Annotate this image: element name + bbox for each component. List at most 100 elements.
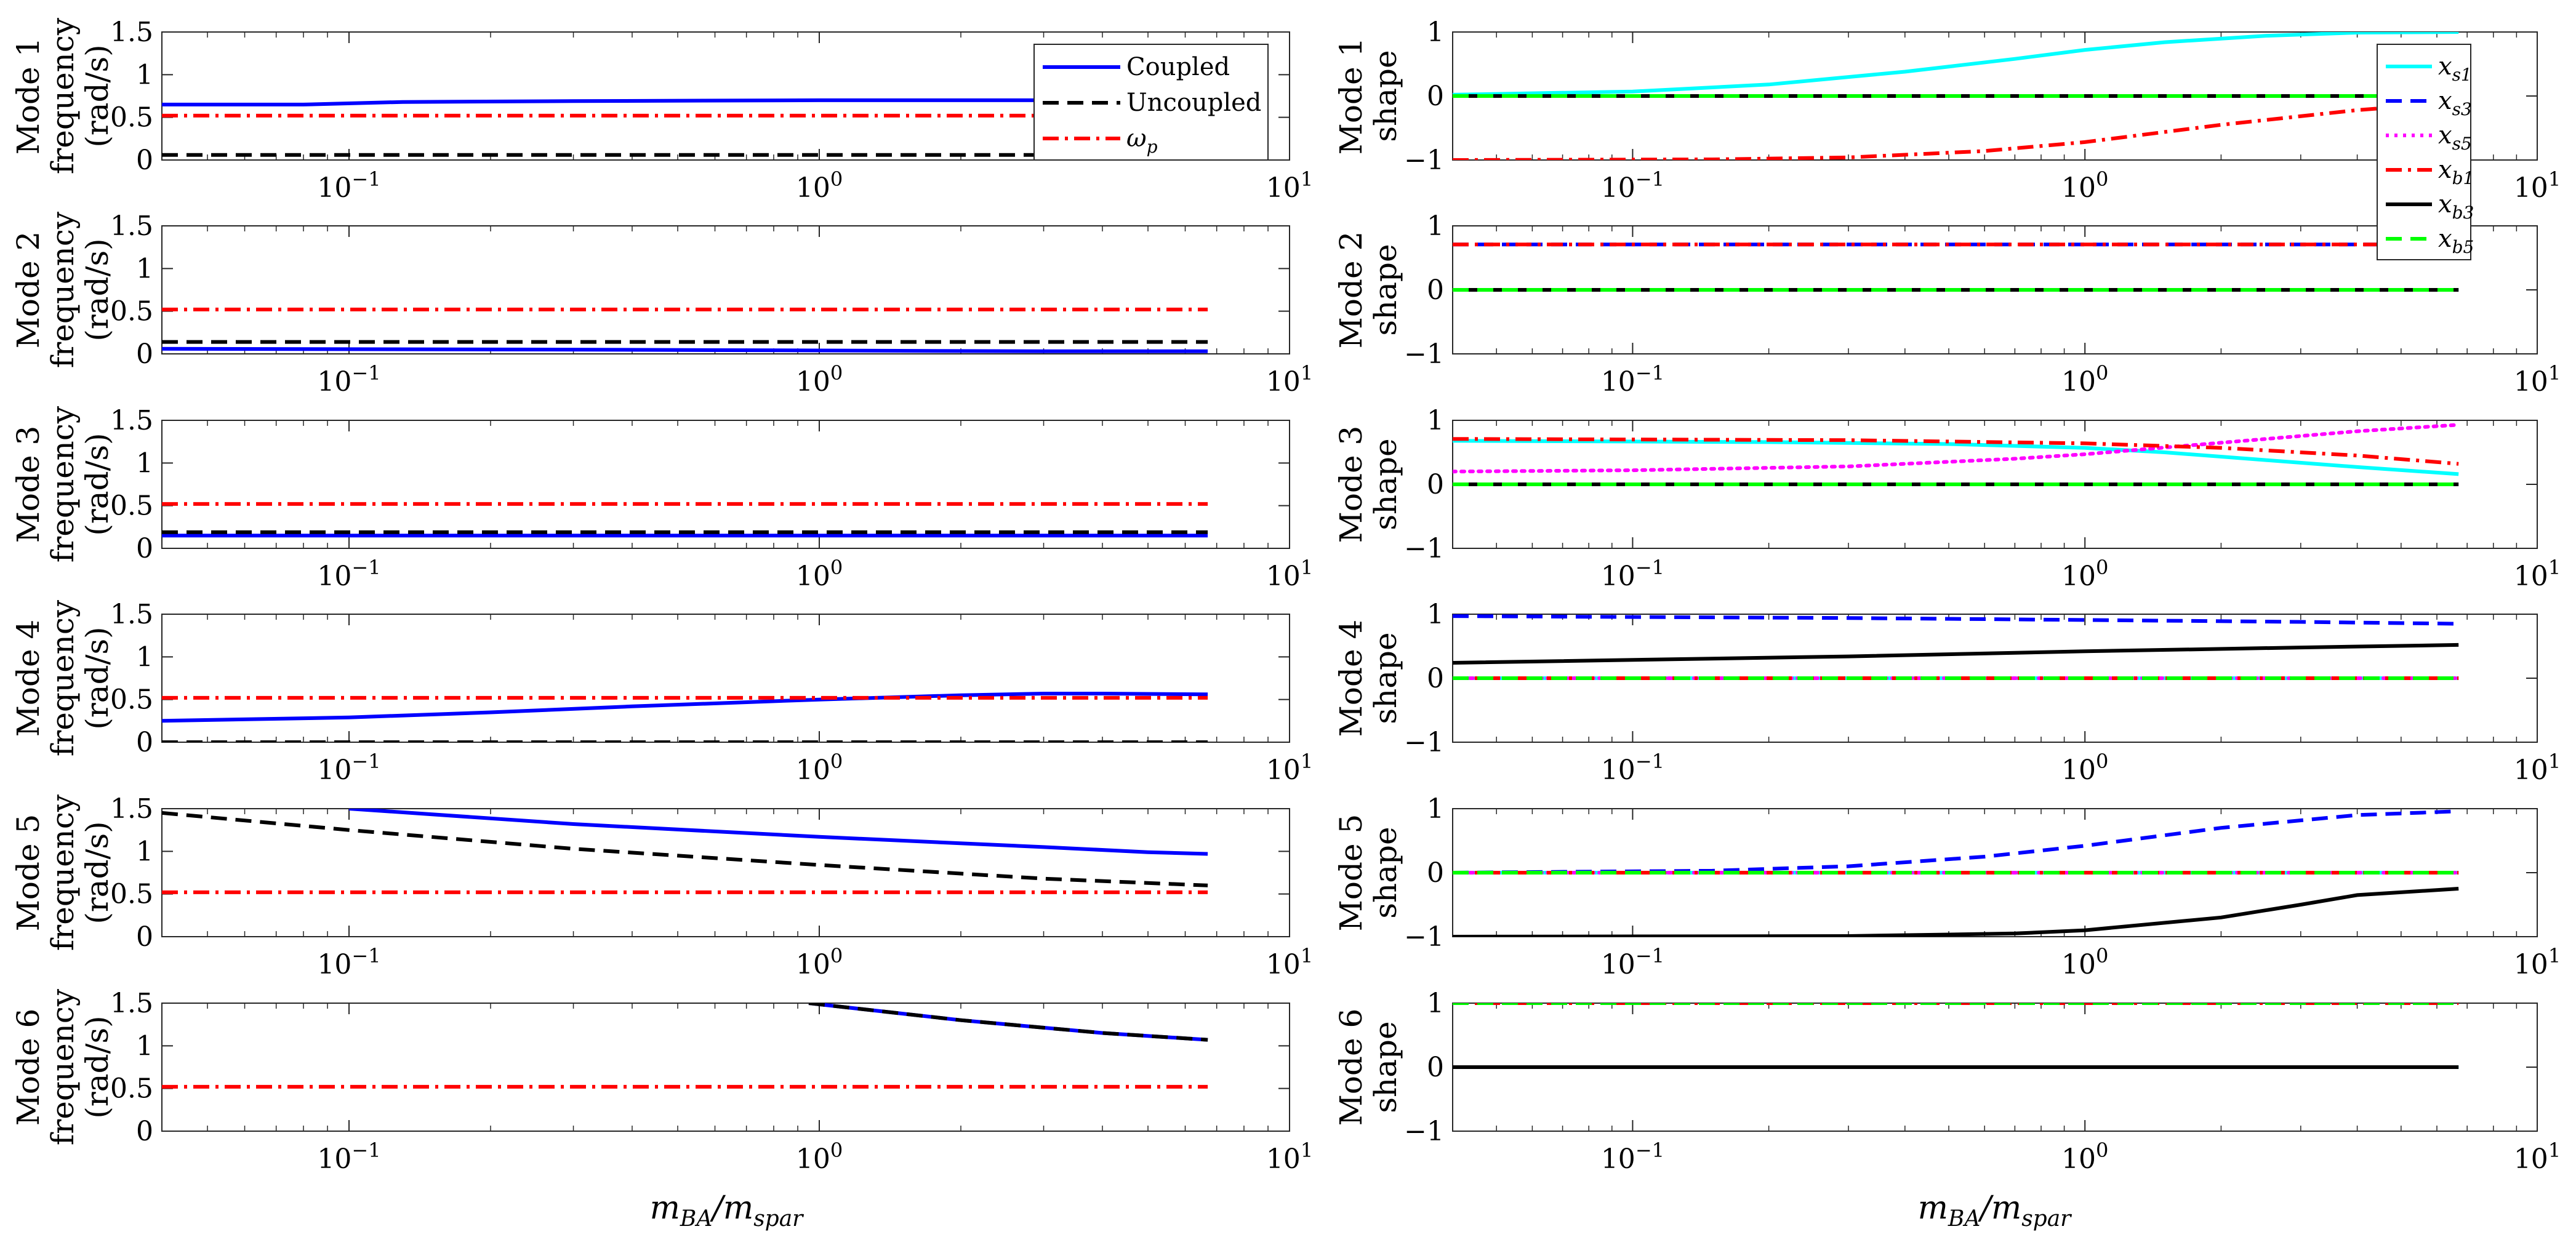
y-axis-label: frequency — [45, 599, 81, 756]
y-axis-label: Mode 5 — [10, 814, 46, 932]
y-tick-label: 0 — [1427, 857, 1444, 889]
y-tick-label: 1.5 — [110, 793, 153, 825]
y-axis-label: (rad/s) — [79, 433, 115, 535]
x-tick-label: 101 — [1266, 1139, 1313, 1175]
x-tick-label: 101 — [2514, 1139, 2561, 1175]
series-line-xb1 — [1453, 437, 2459, 466]
x-tick-label: 10−1 — [1601, 750, 1664, 786]
x-tick-label: 101 — [2514, 750, 2561, 786]
y-axis-label: Mode 4 — [1333, 620, 1369, 737]
x-tick-label: 100 — [796, 556, 843, 592]
legend-label: xs5 — [2438, 121, 2472, 154]
x-tick-label: 101 — [1266, 556, 1313, 592]
y-axis-label: (rad/s) — [79, 238, 115, 341]
x-tick-label: 10−1 — [1601, 556, 1664, 592]
axes-box — [161, 614, 1290, 743]
x-tick-label: 100 — [796, 167, 843, 204]
y-tick-label: −1 — [1404, 727, 1444, 758]
series-line-uncoupled — [162, 811, 1208, 887]
y-tick-label: 1 — [136, 641, 153, 673]
y-axis-label: shape — [1368, 438, 1403, 530]
x-tick-label: 101 — [1266, 944, 1313, 980]
y-tick-label: 1.5 — [110, 210, 153, 242]
y-tick-label: 0 — [136, 921, 153, 953]
y-tick-label: 1.5 — [110, 988, 153, 1019]
x-tick-label: 100 — [2061, 556, 2108, 592]
y-tick-label: 1 — [136, 253, 153, 284]
x-tick-label: 10−1 — [1601, 1139, 1664, 1175]
y-tick-label: 1.5 — [110, 17, 153, 48]
y-axis-label: frequency — [45, 988, 81, 1145]
y-axis-label: (rad/s) — [79, 44, 115, 147]
x-tick-label: 100 — [2061, 361, 2108, 398]
x-tick-label: 101 — [1266, 361, 1313, 398]
series-line-xs1 — [1453, 32, 2459, 97]
y-axis-label: Mode 2 — [10, 231, 46, 349]
y-tick-label: 0 — [136, 1116, 153, 1147]
y-tick-label: 1 — [136, 1030, 153, 1062]
x-tick-label: 100 — [796, 944, 843, 980]
series-line-xs5 — [1453, 423, 2461, 474]
y-tick-label: 0.5 — [110, 102, 153, 134]
y-tick-label: 1 — [136, 836, 153, 867]
x-tick-label: 101 — [2514, 361, 2561, 398]
y-tick-label: 0 — [1427, 1052, 1444, 1083]
legend-label: xs3 — [2438, 87, 2472, 119]
y-tick-label: 0.5 — [110, 490, 153, 522]
y-axis-label: frequency — [45, 406, 81, 562]
y-tick-label: 1 — [1427, 793, 1444, 825]
x-tick-label: 100 — [796, 750, 843, 786]
legend-label: xs1 — [2438, 52, 2472, 85]
y-tick-label: −1 — [1404, 921, 1444, 953]
x-tick-label: 10−1 — [1601, 167, 1664, 204]
y-tick-label: 1 — [136, 59, 153, 90]
y-tick-label: 0 — [136, 145, 153, 176]
x-tick-label: 100 — [796, 1139, 843, 1175]
y-axis-label: shape — [1368, 50, 1403, 142]
y-tick-label: 1 — [1427, 210, 1444, 242]
x-tick-label: 100 — [2061, 944, 2108, 980]
y-axis-label: (rad/s) — [79, 627, 115, 729]
y-axis-label: (rad/s) — [79, 1015, 115, 1118]
y-tick-label: 0.5 — [110, 684, 153, 716]
y-axis-label: frequency — [45, 17, 81, 174]
series-line-xs3 — [1453, 809, 2459, 875]
legend-label: Coupled — [1126, 53, 1230, 81]
legend-frequency: Coupled Uncoupled ωp — [1033, 44, 1269, 161]
x-tick-label: 10−1 — [317, 1139, 380, 1175]
x-tick-label: 101 — [2514, 944, 2561, 980]
y-axis-label: Mode 5 — [1333, 814, 1369, 932]
x-tick-label: 101 — [2514, 556, 2561, 592]
y-axis-label: Mode 3 — [1333, 426, 1369, 543]
y-tick-label: 1 — [1427, 17, 1444, 48]
y-axis-label: shape — [1368, 244, 1403, 335]
y-axis-label: Mode 4 — [10, 620, 46, 737]
legend-label: xb5 — [2438, 225, 2474, 257]
legend-box — [2377, 44, 2471, 260]
y-tick-label: 0.5 — [110, 1073, 153, 1105]
y-tick-label: 0.5 — [110, 296, 153, 327]
y-axis-label: Mode 6 — [10, 1009, 46, 1126]
series-line-xs3 — [1453, 614, 2459, 626]
x-tick-label: 10−1 — [1601, 944, 1664, 980]
y-tick-label: 1 — [1427, 988, 1444, 1019]
y-tick-label: −1 — [1404, 533, 1444, 564]
y-axis-label: shape — [1368, 827, 1403, 918]
x-tick-label: 101 — [1266, 167, 1313, 204]
y-tick-label: 1 — [1427, 599, 1444, 630]
y-axis-label: shape — [1368, 632, 1403, 724]
x-tick-label: 100 — [2061, 167, 2108, 204]
y-axis-label: frequency — [45, 794, 81, 951]
y-tick-label: −1 — [1404, 338, 1444, 370]
y-tick-label: −1 — [1404, 1116, 1444, 1147]
axes-box — [161, 1003, 1290, 1132]
series-line-coupled — [162, 346, 1208, 353]
